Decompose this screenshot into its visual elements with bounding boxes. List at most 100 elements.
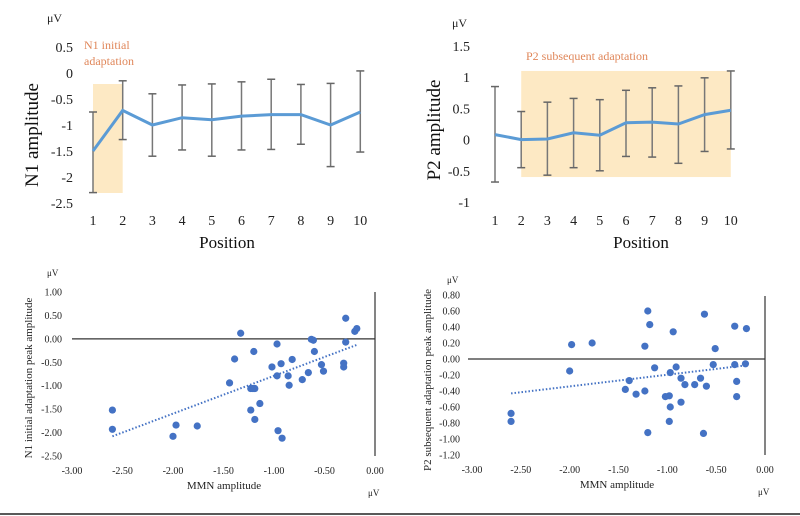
n1-x-tick-label: 6 xyxy=(238,214,245,229)
n1-x-tick-label: 1 xyxy=(90,214,97,229)
s2-data-point xyxy=(696,374,705,382)
s1-y-axis-label: N1 initial adaptation peak amplitude xyxy=(23,298,35,459)
p2-y-tick-label: 1 xyxy=(463,71,470,86)
p2-x-axis-label: Position xyxy=(613,233,669,252)
s2-data-point xyxy=(641,342,649,350)
s2-data-point xyxy=(665,417,673,425)
s2-x-tick-label: -1.00 xyxy=(657,465,678,476)
s1-x-axis-label: MMN amplitude xyxy=(187,480,261,492)
s1-data-point xyxy=(273,340,281,348)
s2-data-point xyxy=(507,409,515,417)
s2-data-point xyxy=(742,325,751,333)
n1-y-tick-label: -0.5 xyxy=(51,93,73,108)
n1-error-bar xyxy=(356,70,365,153)
s2-y-tick-label: -0.80 xyxy=(439,419,460,430)
n1-error-bar xyxy=(89,111,97,194)
s2-data-point xyxy=(699,429,708,437)
s1-data-point xyxy=(225,379,234,387)
s2-data-point xyxy=(691,381,699,389)
s2-data-point xyxy=(741,360,750,368)
s2-y-tick-label: 0.60 xyxy=(443,307,461,318)
s2-data-point xyxy=(672,363,680,371)
n1-y-tick-label: -1.5 xyxy=(51,145,73,160)
s2-y-tick-label: -0.40 xyxy=(439,387,460,398)
s2-data-point xyxy=(731,322,739,330)
s2-data-point xyxy=(711,345,719,353)
s2-y-unit: μV xyxy=(447,275,459,285)
n1-x-tick-label: 10 xyxy=(353,214,367,229)
p2-mmn-scatter: μV μV P2 subsequent adaptation peak ampl… xyxy=(422,275,774,497)
p2-y-tick-label: 0.5 xyxy=(453,102,471,117)
s2-data-point xyxy=(669,328,677,336)
s1-x-unit: μV xyxy=(368,488,380,498)
s2-x-axis-label: MMN amplitude xyxy=(580,479,654,491)
n1-x-tick-label: 8 xyxy=(297,214,304,229)
s2-data-point xyxy=(733,393,741,401)
s1-data-point xyxy=(319,367,328,375)
s2-y-axis-label: P2 subsequent adaptation peak amplitude xyxy=(422,289,434,471)
s2-y-tick-label: -0.20 xyxy=(439,371,460,382)
s1-data-point xyxy=(317,361,326,369)
p2-x-tick-label: 9 xyxy=(701,214,708,229)
s2-y-tick-label: -1.20 xyxy=(439,451,460,462)
s1-y-tick-label: -2.50 xyxy=(41,452,62,463)
s2-x-tick-label: -2.50 xyxy=(510,465,531,476)
p2-y-axis-label: P2 amplitude xyxy=(424,80,445,181)
s1-data-point xyxy=(273,372,281,380)
s1-x-tick-label: -3.00 xyxy=(62,466,83,477)
s2-x-unit: μV xyxy=(758,487,770,497)
s1-data-point xyxy=(169,432,177,440)
n1-line-chart: N1 initial adaptation μV N1 amplitude Po… xyxy=(22,11,367,252)
s2-x-tick-label: -2.00 xyxy=(559,465,580,476)
n1-x-tick-label: 4 xyxy=(179,214,186,229)
s1-x-tick-label: -1.50 xyxy=(213,466,234,477)
p2-annotation: P2 subsequent adaptation xyxy=(526,49,648,63)
s2-data-point xyxy=(588,339,596,347)
s2-data-point xyxy=(709,361,717,369)
s1-y-tick-label: 1.00 xyxy=(45,288,63,299)
s1-data-point xyxy=(298,376,306,384)
n1-annotation-line1: N1 initial xyxy=(84,38,130,52)
s2-x-tick-label: -0.50 xyxy=(706,465,727,476)
n1-series-line xyxy=(91,108,361,152)
s1-x-tick-label: -2.00 xyxy=(163,466,184,477)
s2-y-tick-label: 0.20 xyxy=(443,339,461,350)
n1-mmn-scatter: μV μV N1 initial adaptation peak amplitu… xyxy=(23,268,384,498)
s1-y-unit: μV xyxy=(47,268,59,278)
s2-data-point xyxy=(733,377,741,385)
p2-x-tick-label: 1 xyxy=(492,214,499,229)
s2-data-point xyxy=(568,341,576,349)
s2-x-tick-label: -3.00 xyxy=(462,465,483,476)
s2-data-point xyxy=(666,403,674,411)
n1-x-axis-label: Position xyxy=(199,233,255,252)
n1-y-tick-label: 0.5 xyxy=(56,41,74,56)
n1-x-tick-label: 7 xyxy=(268,214,275,229)
s1-trendline xyxy=(112,343,359,438)
s1-data-point xyxy=(353,324,361,333)
s1-data-point xyxy=(108,406,116,414)
s1-x-tick-label: -1.00 xyxy=(264,466,285,477)
s1-data-point xyxy=(268,363,276,371)
s1-data-point xyxy=(251,415,259,424)
s1-y-tick-label: 0.00 xyxy=(45,334,63,345)
s1-x-tick-label: -0.50 xyxy=(314,466,335,477)
p2-y-unit: μV xyxy=(452,16,467,30)
s1-data-point xyxy=(237,329,245,337)
s1-y-tick-label: -1.50 xyxy=(41,405,62,416)
s2-y-tick-label: -1.00 xyxy=(439,435,460,446)
n1-x-tick-label: 2 xyxy=(119,214,126,229)
p2-x-tick-label: 3 xyxy=(544,214,551,229)
n1-x-tick-label: 3 xyxy=(149,214,156,229)
n1-y-tick-label: -2 xyxy=(61,171,73,186)
s2-data-point xyxy=(621,385,629,393)
p2-x-tick-label: 8 xyxy=(675,214,682,229)
n1-x-tick-label: 9 xyxy=(327,214,334,229)
s2-x-tick-label: -1.50 xyxy=(608,465,629,476)
s2-data-point xyxy=(641,387,649,395)
s1-y-tick-label: -1.00 xyxy=(41,381,62,392)
s1-data-point xyxy=(256,399,264,408)
s2-y-tick-label: 0.00 xyxy=(443,355,461,366)
s1-data-point xyxy=(250,347,258,356)
s1-y-tick-label: 0.50 xyxy=(45,311,63,322)
s2-data-point xyxy=(507,417,515,425)
